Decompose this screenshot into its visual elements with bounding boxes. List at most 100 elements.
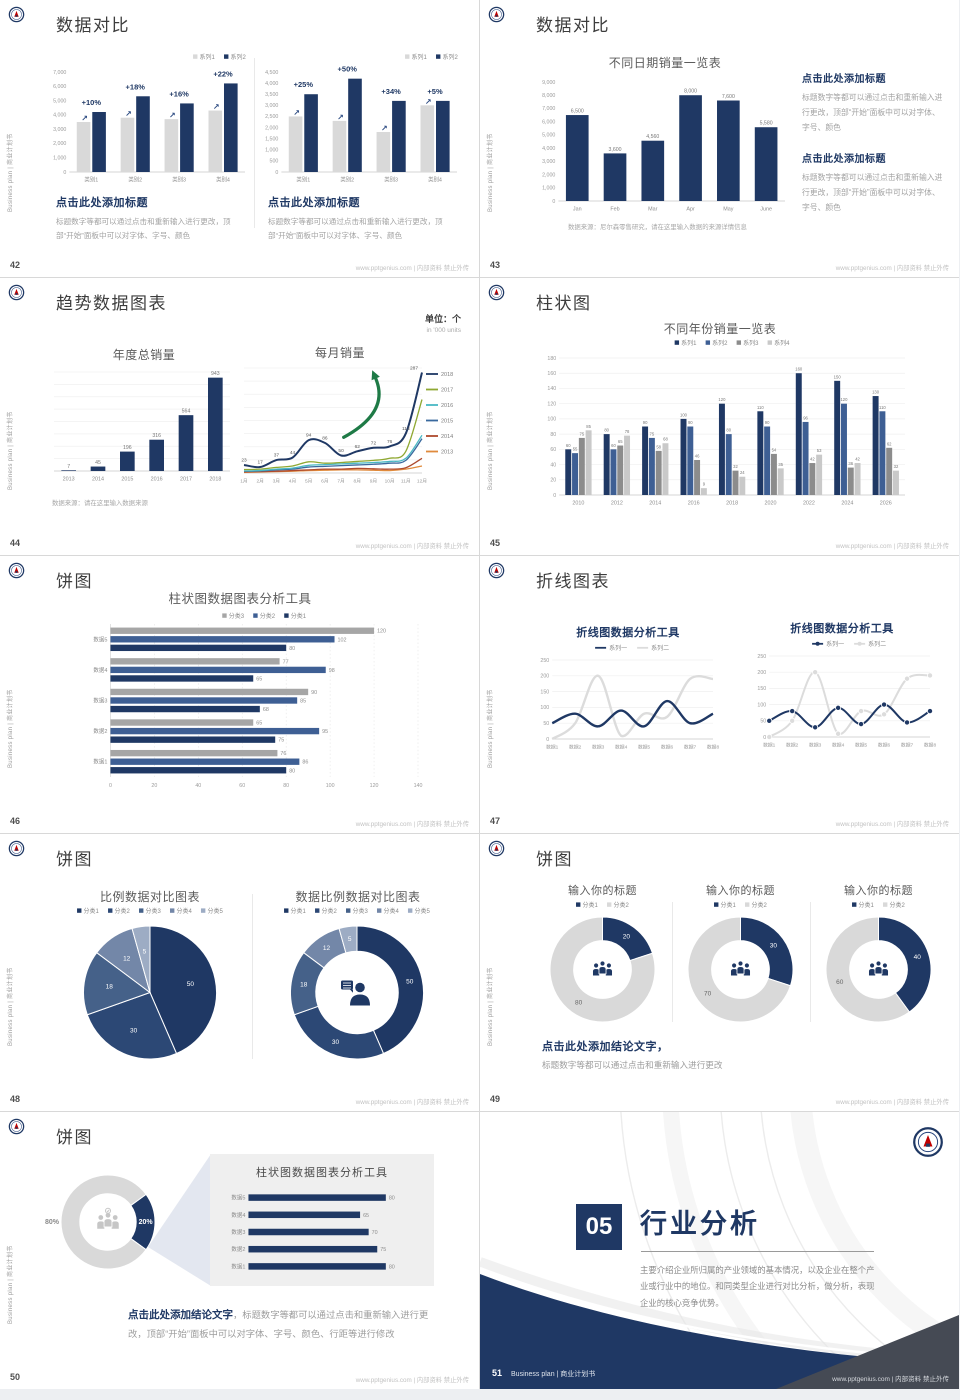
svg-text:2015: 2015: [441, 419, 453, 425]
donut-chart-2: 分类1 分类2 30 70: [673, 898, 808, 1026]
svg-text:↗: ↗: [425, 97, 432, 106]
svg-text:77: 77: [283, 659, 289, 665]
svg-text:系列2: 系列2: [443, 53, 459, 61]
svg-text:5,000: 5,000: [53, 98, 66, 104]
svg-text:7,600: 7,600: [722, 94, 735, 100]
svg-text:+10%: +10%: [82, 98, 102, 107]
page-number: 48: [10, 1094, 21, 1104]
svg-text:0: 0: [109, 783, 112, 789]
svg-text:120: 120: [377, 629, 386, 635]
svg-text:系列1: 系列1: [200, 53, 216, 61]
svg-text:35: 35: [778, 462, 783, 467]
slide-45[interactable]: Business plan | 商业计划书 柱状图 不同年份销量一览表 系列1 系…: [480, 278, 959, 555]
svg-text:80: 80: [550, 432, 556, 438]
svg-text:分类1: 分类1: [84, 907, 100, 915]
svg-text:60: 60: [611, 443, 616, 448]
svg-text:Jan: Jan: [573, 207, 582, 213]
divider: [641, 1251, 874, 1252]
svg-text:0: 0: [275, 170, 278, 176]
svg-text:2012: 2012: [611, 501, 623, 507]
slide-46[interactable]: Business plan | 商业计划书 饼图 柱状图数据图表分析工具 分类3…: [0, 556, 479, 833]
svg-text:分类1: 分类1: [291, 907, 307, 915]
svg-text:30: 30: [770, 943, 778, 950]
footer-watermark: www.pptgenius.com | 内部资料 禁止外传: [835, 265, 949, 272]
svg-text:分类1: 分类1: [721, 901, 737, 909]
bar-chart-right: 系列1 系列2 0 500 1,000 1,500 2,000 2,500 3,000 3,500…: [258, 50, 462, 185]
school-logo-icon: [488, 284, 505, 301]
svg-text:70: 70: [372, 1230, 378, 1236]
conclusion-heading: 点击此处添加结论文字，: [542, 1041, 669, 1053]
svg-text:95: 95: [322, 729, 328, 735]
svg-text:数据2: 数据2: [786, 742, 799, 749]
svg-text:90: 90: [765, 420, 770, 425]
svg-text:1,000: 1,000: [53, 156, 66, 162]
svg-text:2022: 2022: [803, 501, 815, 507]
svg-text:数据4: 数据4: [231, 1211, 245, 1219]
svg-text:60: 60: [550, 447, 556, 453]
svg-text:42: 42: [855, 457, 860, 462]
caption-heading: 点击此处添加标题: [268, 197, 360, 209]
school-logo-icon: [488, 6, 505, 23]
slide-49[interactable]: Business plan | 商业计划书 饼图 输入你的标题 分类1 分类2 20…: [480, 834, 959, 1111]
slide-48[interactable]: Business plan | 商业计划书 饼图 比例数据对比图表 分类1 分类2…: [0, 834, 479, 1111]
slide-43[interactable]: Business plan | 商业计划书 数据对比 不同日期销量一览表 0 1,…: [480, 0, 959, 277]
svg-text:85: 85: [586, 424, 591, 429]
callout-panel: 柱状图数据图表分析工具 数据1 80 数据2 75 数据3 70 数据4 65 数据5 80: [210, 1154, 434, 1286]
data-source-note: 数据来源：请在这里输入数据来源: [52, 500, 148, 507]
svg-text:11月: 11月: [401, 479, 411, 485]
slide-42[interactable]: Business plan | 商业计划书 数据对比 系列1 系列2 0 1,000 2…: [0, 0, 479, 277]
svg-text:Feb: Feb: [610, 207, 619, 213]
svg-text:2018: 2018: [209, 477, 221, 483]
divider: [252, 894, 253, 1059]
svg-text:1,000: 1,000: [542, 186, 555, 192]
bar-chart: 0 1,000 2,000 3,000 4,000 5,000 6,000 7,000 8,00…: [535, 72, 790, 214]
svg-text:200: 200: [540, 674, 549, 680]
svg-text:2020: 2020: [765, 501, 777, 507]
svg-text:1月: 1月: [240, 479, 247, 485]
svg-text:4,000: 4,000: [265, 81, 278, 87]
slide-51[interactable]: 05 行业分析 主要介绍企业所归属的产业领域的基本情况，以及企业在整个产业或行业…: [480, 1112, 959, 1389]
page-title: 折线图表: [536, 572, 610, 591]
svg-text:6,000: 6,000: [542, 119, 555, 125]
svg-text:110: 110: [879, 405, 886, 410]
slide-50[interactable]: Business plan | 商业计划书 饼图 20% 80% 柱状图数据图表分…: [0, 1112, 479, 1389]
svg-text:85: 85: [300, 699, 306, 705]
svg-text:2017: 2017: [180, 477, 192, 483]
svg-text:+22%: +22%: [213, 69, 233, 78]
svg-text:3,000: 3,000: [265, 103, 278, 109]
chart-title: 不同年份销量一览表: [663, 322, 777, 336]
footer-watermark: www.pptgenius.com | 内部资料 禁止外传: [832, 1376, 949, 1383]
svg-text:↗: ↗: [169, 111, 176, 120]
svg-text:65: 65: [363, 1213, 369, 1219]
svg-text:+18%: +18%: [126, 82, 146, 91]
school-logo-icon: [488, 562, 505, 579]
svg-text:17: 17: [258, 460, 264, 466]
svg-text:+50%: +50%: [338, 65, 358, 74]
slide-47[interactable]: Business plan | 商业计划书 折线图表 折线图数据分析工具 系列一…: [480, 556, 959, 833]
svg-text:20: 20: [550, 478, 556, 484]
chart-title: 输入你的标题: [706, 885, 775, 897]
conclusion-heading: 点击此处添加结论文字: [128, 1309, 233, 1321]
svg-text:6,500: 6,500: [571, 109, 584, 115]
svg-text:30: 30: [332, 1039, 340, 1046]
slide-44[interactable]: Business plan | 商业计划书 趋势数据图表 单位：个 in '00…: [0, 278, 479, 555]
svg-text:50: 50: [187, 981, 195, 988]
svg-text:90: 90: [643, 420, 648, 425]
svg-text:分类5: 分类5: [207, 907, 223, 915]
svg-text:2013: 2013: [63, 477, 75, 483]
caption-block: 点击此处添加标题 标题数字等都可以通过点击和重新输入进行更改，顶部“开始”面板中…: [56, 194, 242, 243]
svg-text:200: 200: [757, 670, 766, 676]
sidebar-vertical-text: Business plan | 商业计划书: [8, 133, 14, 212]
unit-note: 单位：个 in '000 units: [425, 312, 461, 334]
footer-watermark: www.pptgenius.com | 内部资料 禁止外传: [835, 821, 949, 828]
svg-text:↗: ↗: [125, 110, 132, 119]
svg-text:分类5: 分类5: [414, 907, 430, 915]
svg-text:5,580: 5,580: [760, 121, 773, 127]
svg-text:2016: 2016: [151, 477, 163, 483]
school-logo-icon: [488, 840, 505, 857]
svg-text:120: 120: [547, 401, 556, 407]
svg-text:37: 37: [274, 453, 280, 459]
svg-text:系列一: 系列一: [609, 644, 627, 652]
svg-text:↗: ↗: [337, 113, 344, 122]
svg-text:120: 120: [718, 397, 726, 402]
